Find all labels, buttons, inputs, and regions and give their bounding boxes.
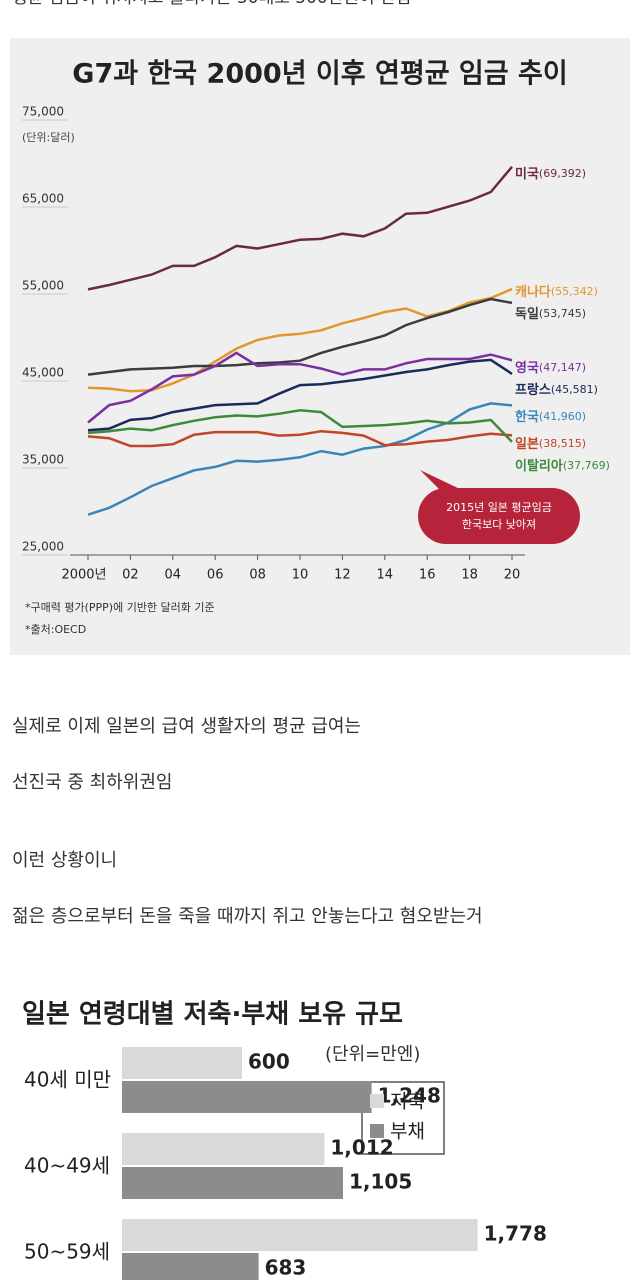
bar — [122, 1167, 343, 1199]
note: *구매력 평가(PPP)에 기반한 달러화 기준 — [25, 601, 215, 614]
y-tick-label: 75,000 — [22, 105, 64, 119]
value-label: 1,778 — [484, 1222, 547, 1246]
y-tick-label: 55,000 — [22, 279, 64, 293]
end-label: 이탈리아(37,769) — [515, 458, 610, 474]
callout — [418, 488, 580, 544]
unit-label: (단위=만엔) — [325, 1044, 420, 1065]
chart-title: 일본 연령대별 저축·부채 보유 규모 — [22, 1000, 403, 1030]
series-line — [87, 402, 513, 516]
x-tick-label: 14 — [377, 568, 394, 583]
legend-swatch — [370, 1094, 384, 1108]
x-tick-label: 08 — [249, 568, 266, 583]
legend-entry: 캐나다 — [515, 284, 551, 300]
value-label: 1,012 — [330, 1136, 393, 1160]
value-label: 1,248 — [378, 1084, 441, 1108]
end-label: 한국(41,960) — [515, 409, 586, 425]
value-label: (47,147) — [539, 361, 586, 374]
legend-entry: 미국 — [515, 166, 539, 182]
value-label: 1,105 — [349, 1170, 412, 1194]
category-label: 40~49세 — [24, 1154, 110, 1178]
paragraph: 젊은 층으로부터 돈을 죽을 때까지 쥐고 안놓는다고 혐오받는거 — [12, 906, 483, 927]
legend-entry: 영국 — [515, 361, 539, 376]
end-label: 프랑스(45,581) — [515, 383, 598, 398]
y-tick-label: 45,000 — [22, 366, 64, 380]
y-tick-label: 65,000 — [22, 192, 64, 206]
series-line — [87, 165, 513, 291]
end-label: 일본(38,515) — [515, 437, 586, 452]
bar — [122, 1133, 325, 1165]
value-label: (55,342) — [551, 285, 598, 298]
x-tick-label: 06 — [207, 568, 224, 583]
x-tick-label: 2000년 — [61, 568, 106, 583]
series-line — [87, 351, 513, 424]
value-label: (69,392) — [539, 167, 586, 180]
bar — [122, 1081, 372, 1113]
legend-entry: 부채 — [390, 1121, 425, 1143]
axis-label: (단위:달러) — [22, 131, 75, 144]
end-label: 영국(47,147) — [515, 361, 586, 376]
legend-swatch — [370, 1124, 384, 1138]
y-tick-label: 35,000 — [22, 453, 64, 467]
end-label: 독일(53,745) — [515, 307, 586, 322]
series-line — [87, 297, 513, 376]
x-tick-label: 12 — [334, 568, 351, 583]
value-label: (45,581) — [551, 383, 598, 396]
chart-title: G7과 한국 2000년 이후 연평균 임금 추이 — [72, 59, 567, 90]
bar — [122, 1219, 478, 1251]
annotation: 2015년 일본 평균임금 — [446, 500, 552, 514]
bar — [122, 1047, 242, 1079]
series-line — [87, 409, 513, 443]
value-label: (41,960) — [539, 410, 586, 423]
note: *출처:OECD — [25, 623, 86, 636]
paragraph: 실제로 이제 일본의 급여 생활자의 평균 급여는 — [12, 716, 361, 737]
paragraph: 이런 상황이니 — [12, 850, 117, 871]
legend-entry: 한국 — [515, 409, 539, 425]
series-line — [87, 358, 513, 432]
end-label: 미국(69,392) — [515, 166, 586, 182]
category-label: 50~59세 — [24, 1240, 110, 1264]
chart-panel — [10, 38, 630, 655]
legend-entry: 저축 — [390, 1091, 425, 1113]
end-label: 캐나다(55,342) — [515, 284, 598, 300]
value-label: (38,515) — [539, 437, 586, 450]
series-line — [87, 429, 513, 448]
category-label: 40세 미만 — [24, 1068, 111, 1092]
post-text: 평균 임금이 뒤쳐지고 올라가는 30대도 500만원이 안됨 — [12, 0, 411, 8]
legend-entry: 일본 — [515, 437, 539, 452]
value-label: 683 — [265, 1256, 307, 1280]
paragraph: 선진국 중 최하위권임 — [12, 772, 172, 793]
y-tick-label: 25,000 — [22, 540, 64, 554]
x-tick-label: 10 — [292, 568, 309, 583]
legend-entry: 이탈리아 — [515, 458, 563, 474]
x-tick-label: 02 — [122, 568, 139, 583]
x-tick-label: 20 — [504, 568, 521, 583]
value-label: (37,769) — [563, 459, 610, 472]
legend-entry: 프랑스 — [515, 383, 551, 398]
value-label: 600 — [248, 1050, 290, 1074]
x-tick-label: 04 — [165, 568, 182, 583]
x-tick-label: 18 — [461, 568, 478, 583]
callout — [420, 470, 462, 490]
legend-entry: 독일 — [515, 307, 539, 322]
value-label: (53,745) — [539, 307, 586, 320]
x-tick-label: 16 — [419, 568, 436, 583]
annotation: 한국보다 낮아져 — [462, 518, 536, 531]
bar — [122, 1253, 259, 1280]
